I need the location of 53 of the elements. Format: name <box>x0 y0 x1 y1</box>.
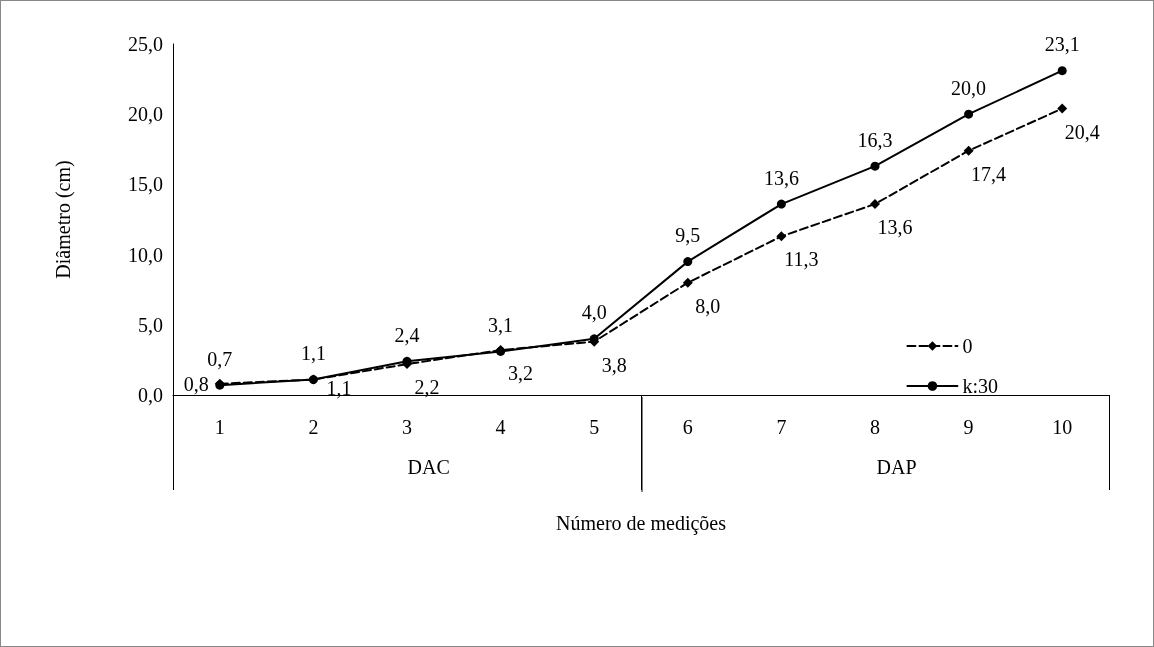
y-tick-label: 0,0 <box>138 384 163 406</box>
x-tick-label: 9 <box>963 416 974 438</box>
data-label: 20,4 <box>1064 120 1100 143</box>
x-tick-label: 2 <box>308 416 319 438</box>
data-label: 13,6 <box>763 166 799 189</box>
x-tick-label: 3 <box>402 416 412 438</box>
data-label: 4,0 <box>581 301 607 324</box>
point <box>964 109 974 119</box>
data-label: 1,1 <box>300 342 326 365</box>
point <box>682 277 693 288</box>
data-label: 1,1 <box>326 376 352 399</box>
x-tick-label: 4 <box>495 416 506 438</box>
data-label: 9,5 <box>675 224 701 247</box>
point <box>1057 103 1068 114</box>
data-label: 17,4 <box>971 162 1007 185</box>
point <box>776 231 787 242</box>
point <box>870 161 880 171</box>
data-label: 3,8 <box>601 353 627 376</box>
data-label: 0,7 <box>207 347 233 370</box>
x-tick-label: 10 <box>1052 416 1073 438</box>
data-label: 8,0 <box>695 294 721 317</box>
point <box>683 257 693 267</box>
y-tick-label: 15,0 <box>128 173 163 196</box>
y-tick-label: 20,0 <box>128 103 163 126</box>
point <box>308 375 318 385</box>
data-label: 3,1 <box>488 313 514 336</box>
text: DAC <box>407 456 450 478</box>
x-tick-label: 7 <box>776 416 787 438</box>
y-tick-label: 25,0 <box>128 33 163 55</box>
legend-label: k:30 <box>962 375 999 397</box>
data-label: 2,4 <box>394 323 420 346</box>
x-tick-label: 1 <box>214 416 225 438</box>
y-tick-label: 5,0 <box>138 313 163 336</box>
point <box>776 199 786 209</box>
data-label: 0,8 <box>183 372 209 395</box>
data-label: 23,1 <box>1044 33 1080 56</box>
data-label: 16,3 <box>857 128 893 151</box>
x-tick-label: 5 <box>589 416 600 438</box>
x-tick-label: 6 <box>682 416 693 438</box>
point <box>963 145 974 156</box>
point <box>870 199 880 210</box>
data-label: 20,0 <box>951 76 987 99</box>
y-axis-title: Diâmetro (cm) <box>52 160 75 279</box>
text: DAP <box>876 456 917 478</box>
legend-label: 0 <box>962 335 973 357</box>
data-label: 11,3 <box>784 248 819 271</box>
x-tick-label: 8 <box>870 416 880 438</box>
x-axis-title: Número de medições <box>556 512 727 535</box>
y-tick-label: 10,0 <box>128 243 163 266</box>
point <box>1057 66 1067 76</box>
data-label: 2,2 <box>414 376 440 399</box>
data-label: 3,2 <box>508 362 534 385</box>
data-label: 13,6 <box>877 216 913 239</box>
